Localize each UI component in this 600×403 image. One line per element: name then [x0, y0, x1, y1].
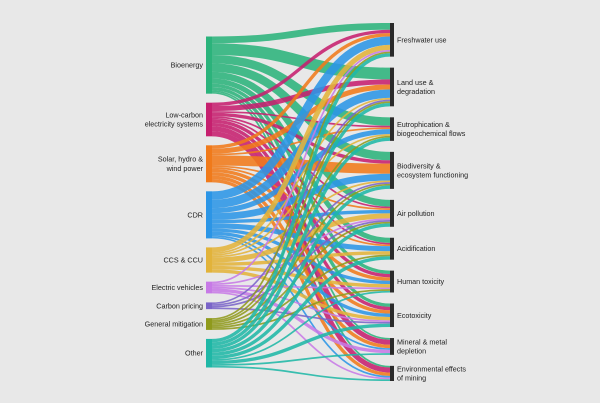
source-label-ev-line-1: Electric vehicles — [151, 283, 203, 292]
target-label-humantox-line-1: Human toxicity — [397, 277, 445, 286]
target-label-biodiv-line-1: Biodiversity & — [397, 161, 441, 170]
link-cdr-to-eutro — [211, 129, 391, 214]
source-label-solar-line-2: wind power — [166, 164, 204, 173]
link-ccs-to-humantox — [211, 265, 391, 288]
source-node-ev — [206, 281, 212, 294]
target-label-eutro-line-2: biogeochemical flows — [397, 129, 466, 138]
target-node-humantox — [390, 270, 394, 293]
target-node-ecotox — [390, 303, 394, 328]
target-label-eutro-line-1: Eutrophication & — [397, 120, 450, 129]
link-other-to-humantox — [211, 290, 391, 361]
source-label-bioenergy-line-1: Bioenergy — [171, 61, 204, 70]
link-ccs-to-acid — [211, 251, 391, 266]
link-other-to-air — [211, 223, 391, 356]
link-general-to-eutro — [211, 135, 391, 324]
target-label-ecotox-line-1: Ecotoxicity — [397, 311, 432, 320]
source-node-bioenergy — [206, 36, 212, 94]
link-cdr-to-humantox — [211, 228, 391, 285]
source-node-cdr — [206, 191, 212, 239]
link-ccs-to-biodiv — [211, 180, 391, 258]
link-other-to-acid — [211, 256, 391, 360]
source-label-low_carbon-line-2: electricity systems — [145, 120, 204, 129]
link-low_carbon-to-acid — [211, 117, 391, 245]
target-node-air — [390, 199, 394, 227]
link-other-to-eutro — [211, 137, 391, 349]
target-node-freshwater — [390, 23, 394, 57]
target-label-land-line-1: Land use & — [397, 78, 434, 87]
link-ev-to-ecotox — [211, 286, 391, 322]
link-general-to-biodiv — [211, 183, 391, 325]
link-ccs-to-freshwater — [211, 44, 391, 253]
target-label-biodiv-line-2: ecosystem functioning — [397, 170, 468, 179]
target-label-freshwater-line-1: Freshwater use — [397, 35, 447, 44]
link-ev-to-mineral — [211, 288, 391, 354]
source-label-low_carbon-line-1: Low-carbon — [165, 110, 203, 119]
link-cdr-to-freshwater — [211, 36, 391, 200]
target-label-mineral-line-1: Mineral & metal — [397, 337, 447, 346]
link-other-to-land — [211, 102, 391, 346]
source-label-general-line-1: General mitigation — [145, 320, 203, 329]
link-solar-to-freshwater — [211, 33, 391, 149]
link-other-to-ecotox — [211, 323, 391, 365]
source-label-ccs-line-1: CCS & CCU — [163, 256, 203, 265]
sankey-links — [211, 22, 391, 381]
link-solar-to-eutro — [211, 127, 391, 156]
source-node-pricing — [206, 302, 212, 310]
link-ccs-to-land — [211, 97, 391, 255]
link-low_carbon-to-land — [211, 79, 391, 112]
link-general-to-land — [211, 101, 391, 322]
link-ccs-to-air — [211, 213, 391, 263]
target-label-land-line-2: degradation — [397, 87, 435, 96]
source-node-other — [206, 338, 212, 368]
link-other-to-mineral — [211, 353, 391, 366]
link-bioenergy-to-land — [211, 43, 391, 80]
target-node-land — [390, 67, 394, 107]
link-other-to-biodiv — [211, 185, 391, 353]
link-other-to-envmining — [211, 365, 391, 381]
link-low_carbon-to-freshwater — [211, 29, 391, 107]
source-label-solar-line-1: Solar, hydro & — [158, 155, 203, 164]
link-bioenergy-to-freshwater — [211, 22, 391, 44]
link-cdr-to-air — [211, 209, 391, 224]
source-label-other-line-1: Other — [185, 349, 204, 358]
target-node-acid — [390, 237, 394, 260]
target-label-air-line-1: Air pollution — [397, 209, 435, 218]
target-label-acid-line-1: Acidification — [397, 244, 435, 253]
target-label-mineral-line-2: depletion — [397, 347, 426, 356]
target-label-envmining-line-1: Environmental effects — [397, 364, 466, 373]
link-general-to-freshwater — [211, 51, 391, 320]
link-other-to-freshwater — [211, 53, 391, 343]
source-label-pricing-line-1: Carbon pricing — [156, 301, 203, 310]
sankey-nodes — [206, 23, 394, 381]
target-node-envmining — [390, 365, 394, 381]
target-node-biodiv — [390, 151, 394, 189]
target-node-eutro — [390, 117, 394, 141]
link-solar-to-acid — [211, 167, 391, 247]
link-ev-to-freshwater — [211, 49, 391, 284]
link-general-to-air — [211, 221, 391, 327]
link-ev-to-envmining — [211, 291, 391, 380]
source-node-low_carbon — [206, 102, 212, 137]
link-ev-to-air — [211, 218, 391, 285]
link-low_carbon-to-biodiv — [211, 112, 391, 164]
source-label-cdr-line-1: CDR — [187, 210, 203, 219]
source-node-solar — [206, 145, 212, 183]
source-node-general — [206, 318, 212, 330]
target-node-mineral — [390, 338, 394, 355]
link-pricing-to-air — [211, 220, 391, 308]
source-node-ccs — [206, 247, 212, 273]
target-label-envmining-line-2: of mining — [397, 374, 426, 383]
